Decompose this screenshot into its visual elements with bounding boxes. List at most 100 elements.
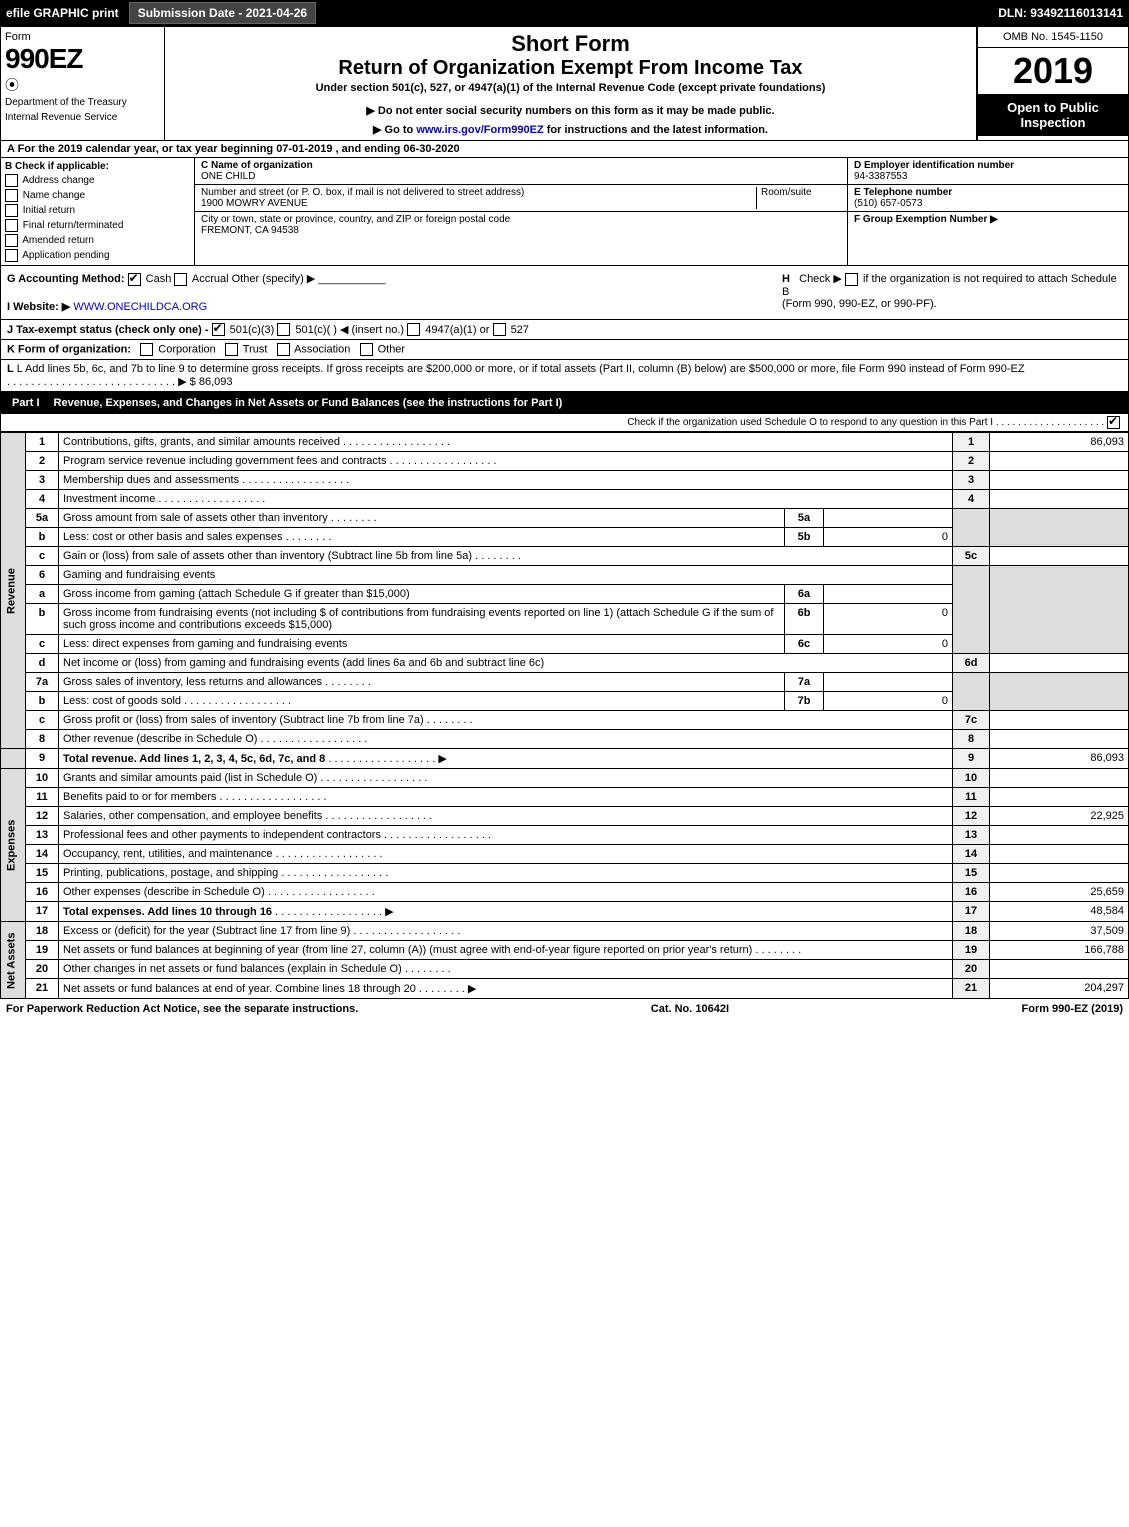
sub-6a: 6a	[785, 585, 824, 604]
website-link[interactable]: WWW.ONECHILDCA.ORG	[73, 301, 207, 313]
cb-4947[interactable]	[407, 323, 420, 336]
footer: For Paperwork Reduction Act Notice, see …	[0, 999, 1129, 1019]
org-address: 1900 MOWRY AVENUE	[201, 198, 308, 209]
sub-7b: 7b	[785, 692, 824, 711]
cb-name-change[interactable]	[5, 189, 18, 202]
val-15	[990, 864, 1129, 883]
l-text: L Add lines 5b, 6c, and 7b to line 9 to …	[17, 363, 1025, 375]
i-label: I Website: ▶	[7, 301, 70, 313]
subval-5b: 0	[824, 528, 953, 547]
k-opt-0: Corporation	[158, 344, 215, 356]
ln-6b: b	[26, 604, 59, 635]
desc-13: Professional fees and other payments to …	[59, 826, 953, 845]
cb-cash[interactable]	[128, 273, 141, 286]
desc-6a: Gross income from gaming (attach Schedul…	[59, 585, 785, 604]
k-opt-1: Trust	[243, 344, 268, 356]
irs-link[interactable]: www.irs.gov/Form990EZ	[416, 124, 543, 136]
cb-h[interactable]	[845, 273, 858, 286]
desc-21: Net assets or fund balances at end of ye…	[59, 979, 953, 999]
g-cash: Cash	[146, 273, 172, 285]
subval-6b: 0	[824, 604, 953, 635]
num-10: 10	[953, 769, 990, 788]
num-1: 1	[953, 433, 990, 452]
cb-amended-return[interactable]	[5, 234, 18, 247]
subval-5a	[824, 509, 953, 528]
val-19: 166,788	[990, 941, 1129, 960]
cb-application-pending[interactable]	[5, 249, 18, 262]
val-5c	[990, 547, 1129, 566]
check-o-text: Check if the organization used Schedule …	[627, 417, 993, 428]
ln-5b: b	[26, 528, 59, 547]
cb-other-org[interactable]	[360, 343, 373, 356]
desc-5a: Gross amount from sale of assets other t…	[59, 509, 785, 528]
cb-initial-return[interactable]	[5, 204, 18, 217]
ln-10: 10	[26, 769, 59, 788]
dept-treasury: Department of the Treasury	[5, 95, 160, 110]
b-item-2: Initial return	[23, 205, 75, 216]
desc-2: Program service revenue including govern…	[59, 452, 953, 471]
form-word: Form	[5, 31, 160, 43]
form-header: Form 990EZ ⦿ Department of the Treasury …	[0, 26, 1129, 141]
cb-final-return[interactable]	[5, 219, 18, 232]
desc-15: Printing, publications, postage, and shi…	[59, 864, 953, 883]
subval-6a	[824, 585, 953, 604]
desc-6d: Net income or (loss) from gaming and fun…	[59, 654, 953, 673]
val-3	[990, 471, 1129, 490]
desc-6c: Less: direct expenses from gaming and fu…	[59, 635, 785, 654]
cb-address-change[interactable]	[5, 174, 18, 187]
lines-table: Revenue 1 Contributions, gifts, grants, …	[0, 432, 1129, 999]
submission-date-button[interactable]: Submission Date - 2021-04-26	[129, 2, 316, 24]
row-j: J Tax-exempt status (check only one) - 5…	[0, 320, 1129, 341]
section-b-to-f: B Check if applicable: Address change Na…	[0, 158, 1129, 266]
ln-6c: c	[26, 635, 59, 654]
b-item-4: Amended return	[22, 235, 94, 246]
num-16: 16	[953, 883, 990, 902]
shade-7v	[990, 673, 1129, 711]
num-17: 17	[953, 902, 990, 922]
part1-label: Part I	[6, 395, 46, 411]
c-label: C Name of organization	[201, 160, 313, 171]
desc-19: Net assets or fund balances at beginning…	[59, 941, 953, 960]
val-7c	[990, 711, 1129, 730]
num-12: 12	[953, 807, 990, 826]
val-16: 25,659	[990, 883, 1129, 902]
j-opt-0: 501(c)(3)	[230, 324, 275, 336]
addr-label: Number and street (or P. O. box, if mail…	[201, 187, 524, 198]
h-text3: (Form 990, 990-EZ, or 990-PF).	[782, 298, 937, 310]
cb-trust[interactable]	[225, 343, 238, 356]
cb-schedule-o[interactable]	[1107, 416, 1120, 429]
cb-501c[interactable]	[277, 323, 290, 336]
g-accrual: Accrual	[192, 273, 229, 285]
cb-assoc[interactable]	[277, 343, 290, 356]
desc-7a: Gross sales of inventory, less returns a…	[59, 673, 785, 692]
cb-corp[interactable]	[140, 343, 153, 356]
dln-label: DLN: 93492116013141	[998, 6, 1123, 20]
val-9: 86,093	[990, 749, 1129, 769]
desc-11: Benefits paid to or for members	[59, 788, 953, 807]
part-1-header: Part I Revenue, Expenses, and Changes in…	[0, 392, 1129, 414]
desc-14: Occupancy, rent, utilities, and maintena…	[59, 845, 953, 864]
val-8	[990, 730, 1129, 749]
cb-527[interactable]	[493, 323, 506, 336]
ln-13: 13	[26, 826, 59, 845]
note-ssn: ▶ Do not enter social security numbers o…	[169, 104, 972, 117]
desc-17: Total expenses. Add lines 10 through 16 …	[59, 902, 953, 922]
desc-5c: Gain or (loss) from sale of assets other…	[59, 547, 953, 566]
num-20: 20	[953, 960, 990, 979]
desc-10: Grants and similar amounts paid (list in…	[59, 769, 953, 788]
sub-7a: 7a	[785, 673, 824, 692]
ln-9: 9	[26, 749, 59, 769]
ln-18: 18	[26, 922, 59, 941]
section-g-h-i: G Accounting Method: Cash Accrual Other …	[0, 266, 1129, 320]
omb-number: OMB No. 1545-1150	[978, 27, 1128, 48]
ln-1: 1	[26, 433, 59, 452]
b-item-1: Name change	[23, 190, 85, 201]
num-3: 3	[953, 471, 990, 490]
num-13: 13	[953, 826, 990, 845]
cb-501c3[interactable]	[212, 323, 225, 336]
cb-accrual[interactable]	[174, 273, 187, 286]
val-6d	[990, 654, 1129, 673]
ln-15: 15	[26, 864, 59, 883]
desc-4: Investment income	[59, 490, 953, 509]
ln-16: 16	[26, 883, 59, 902]
